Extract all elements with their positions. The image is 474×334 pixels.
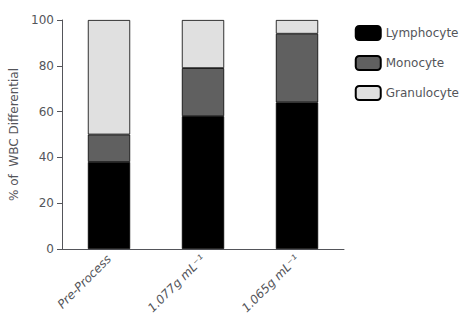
svg-text:% of WBC Differential: % of WBC Differential (7, 68, 21, 201)
svg-text:Granulocyte: Granulocyte (386, 86, 459, 100)
svg-text:20: 20 (39, 196, 54, 210)
svg-text:Lymphocyte: Lymphocyte (386, 26, 459, 40)
svg-text:0: 0 (46, 242, 54, 256)
svg-text:1.077g mL⁻¹: 1.077g mL⁻¹ (145, 252, 208, 315)
svg-text:Pre-Process: Pre-Process (55, 252, 114, 311)
svg-text:40: 40 (39, 150, 54, 164)
svg-text:1.065g mL⁻¹: 1.065g mL⁻¹ (239, 252, 302, 315)
svg-text:80: 80 (39, 59, 54, 73)
svg-text:60: 60 (39, 105, 54, 119)
svg-text:100: 100 (31, 13, 54, 27)
svg-text:Monocyte: Monocyte (386, 56, 444, 70)
